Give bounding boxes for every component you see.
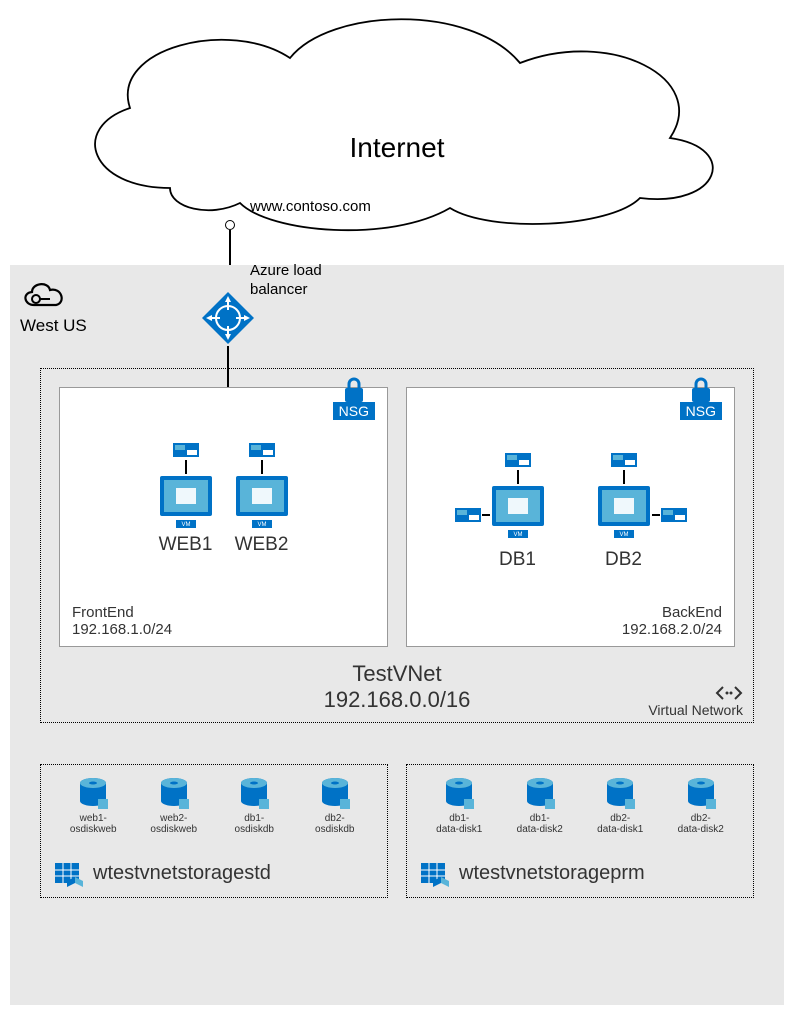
svg-text:VM: VM (257, 522, 266, 528)
disk: web1- osdiskweb (58, 777, 128, 835)
vnet-box: NSG VM WEB1 (40, 368, 754, 723)
subnet-name: FrontEnd (72, 604, 375, 621)
subnet-name: BackEnd (419, 604, 722, 621)
subnet-backend: NSG (406, 387, 735, 647)
storage-std: web1- osdiskweb web2- osdiskweb db1- osdis… (40, 764, 388, 898)
vm-icon: VM (596, 484, 652, 540)
disk: db2- osdiskdb (300, 777, 370, 835)
nic-icon (504, 450, 532, 470)
disk: db1- data-disk2 (505, 777, 575, 835)
region-label: West US (20, 316, 87, 336)
disk-icon (159, 777, 189, 811)
disk-row: db1- data-disk1 db1- data-disk2 db2- data-… (419, 777, 741, 835)
url-endpoint (225, 220, 235, 230)
loadbalancer-icon (200, 290, 256, 346)
disk-icon (78, 777, 108, 811)
vm-db2: VM DB2 (596, 450, 652, 571)
svg-text:VM: VM (513, 532, 522, 538)
storage-icon (53, 857, 85, 889)
svg-text:VM: VM (181, 522, 190, 528)
disk-label: db1- data-disk2 (517, 813, 563, 835)
nic-icon (660, 505, 688, 525)
disk-label: db2- data-disk2 (678, 813, 724, 835)
vm-label: WEB2 (235, 534, 289, 556)
vm-label: DB1 (499, 549, 536, 571)
disk: db2- data-disk2 (666, 777, 736, 835)
internet-cloud (50, 8, 744, 238)
subnet-cidr: 192.168.1.0/24 (72, 621, 375, 638)
disk-label: web1- osdiskweb (70, 813, 117, 835)
subnet-cidr: 192.168.2.0/24 (419, 621, 722, 638)
disk-icon (525, 777, 555, 811)
vnet-cidr: 192.168.0.0/16 (59, 687, 735, 713)
disk-label: db1- osdiskdb (235, 813, 274, 835)
storage-name: wtestvnetstoragestd (93, 862, 271, 885)
vm-icon: VM (158, 474, 214, 530)
vm-label: WEB1 (159, 534, 213, 556)
nsg-frontend: NSG (333, 374, 375, 420)
nsg-backend: NSG (680, 374, 722, 420)
disk: db1- data-disk1 (424, 777, 494, 835)
disk-icon (444, 777, 474, 811)
storage-row: web1- osdiskweb web2- osdiskweb db1- osdis… (40, 764, 754, 898)
disk-label: db2- osdiskdb (315, 813, 354, 835)
disk: web2- osdiskweb (139, 777, 209, 835)
vm-label: DB2 (605, 549, 642, 571)
vnet-title: TestVNet 192.168.0.0/16 (59, 661, 735, 714)
subnet-footer: FrontEnd 192.168.1.0/24 (72, 604, 375, 638)
disk-icon (320, 777, 350, 811)
svg-text:VM: VM (619, 532, 628, 538)
storage-name: wtestvnetstorageprm (459, 862, 645, 885)
diagram-canvas: Internet www.contoso.com Azure load bala… (0, 0, 794, 1014)
disk-label: db1- data-disk1 (436, 813, 482, 835)
vnet-name: TestVNet (59, 661, 735, 687)
disk-label: web2- osdiskweb (150, 813, 197, 835)
vnet-corner-label: Virtual Network (648, 702, 743, 718)
nic-icon (454, 505, 482, 525)
disk: db2- data-disk1 (585, 777, 655, 835)
vm-web2: VM WEB2 (234, 440, 290, 556)
nsg-label: NSG (333, 402, 375, 420)
region-cloud-icon (20, 277, 68, 311)
storage-icon (419, 857, 451, 889)
vm-icon: VM (234, 474, 290, 530)
url-label: www.contoso.com (250, 198, 371, 215)
vm-icon: VM (490, 484, 546, 540)
lock-icon (340, 374, 368, 404)
disk-icon (686, 777, 716, 811)
vnet-icon (715, 684, 743, 702)
lock-icon (687, 374, 715, 404)
nic-icon (610, 450, 638, 470)
disk-icon (239, 777, 269, 811)
vm-web1: VM WEB1 (158, 440, 214, 556)
disk-label: db2- data-disk1 (597, 813, 643, 835)
loadbalancer-label: Azure load balancer (250, 262, 322, 300)
nic-icon (172, 440, 200, 460)
internet-label: Internet (0, 132, 794, 164)
disk-icon (605, 777, 635, 811)
disk-row: web1- osdiskweb web2- osdiskweb db1- osdis… (53, 777, 375, 835)
vnet-corner: Virtual Network (648, 683, 743, 717)
vm-db1: VM DB1 (490, 450, 546, 571)
subnet-frontend: NSG VM WEB1 (59, 387, 388, 647)
nic-icon (248, 440, 276, 460)
disk: db1- osdiskdb (219, 777, 289, 835)
subnet-footer: BackEnd 192.168.2.0/24 (419, 604, 722, 638)
nsg-label: NSG (680, 402, 722, 420)
storage-prm: db1- data-disk1 db1- data-disk2 db2- data-… (406, 764, 754, 898)
